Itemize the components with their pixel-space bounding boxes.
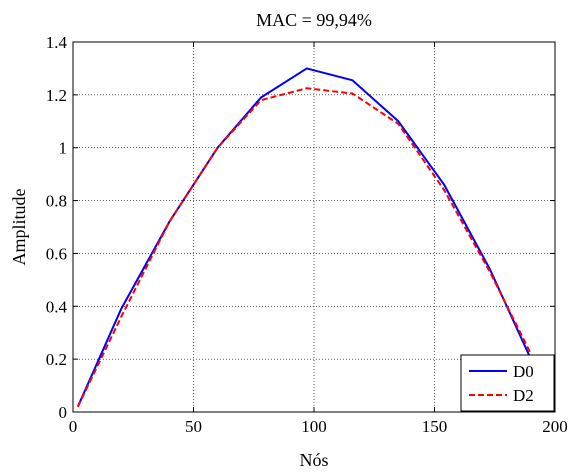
y-tick-label: 0.8	[46, 192, 67, 211]
y-axis-label: Amplitude	[9, 188, 29, 265]
legend-label-d2: D2	[513, 386, 534, 405]
x-tick-label: 50	[185, 417, 202, 436]
x-axis-label: Nós	[299, 450, 328, 470]
grid	[73, 42, 555, 412]
y-tick-label: 0.2	[46, 350, 67, 369]
x-tick-label: 150	[422, 417, 448, 436]
series-line-d0	[76, 67, 532, 408]
legend-label-d0: D0	[513, 362, 534, 381]
x-tick-label: 200	[542, 417, 568, 436]
series-line-d2	[76, 87, 532, 408]
x-tick-label: 100	[301, 417, 327, 436]
y-tick-label: 0.4	[46, 297, 68, 316]
y-tick-label: 0.6	[46, 244, 67, 263]
y-tick-label: 1	[59, 139, 68, 158]
y-tick-label: 1.2	[46, 86, 67, 105]
axes: 0 50 100 150 200 0 0.2 0.4 0.6 0.8 1 1.2 1.4	[46, 33, 568, 436]
legend-box	[460, 354, 555, 412]
plot-series	[76, 67, 532, 408]
x-tick-label: 0	[69, 417, 78, 436]
chart-title: MAC = 99,94%	[256, 10, 372, 30]
y-tick-label: 0	[59, 403, 68, 422]
y-tick-label: 1.4	[46, 33, 68, 52]
